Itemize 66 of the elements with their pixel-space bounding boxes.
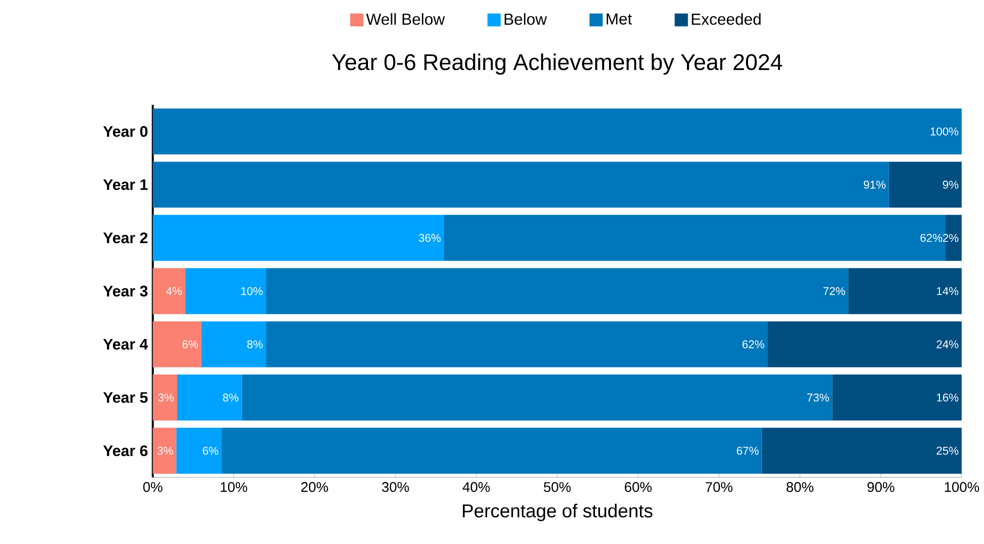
bar bbox=[848, 268, 962, 314]
legend-label: Exceeded bbox=[692, 13, 761, 25]
data-label: 10% bbox=[241, 286, 263, 295]
bar bbox=[152, 428, 176, 474]
legend-label: Below bbox=[504, 13, 547, 25]
x-axis-title: Percentage of students bbox=[462, 504, 652, 521]
bar bbox=[152, 268, 186, 314]
data-label: 24% bbox=[936, 340, 958, 348]
x-tick-label: 0% bbox=[143, 482, 162, 492]
data-label: 62% bbox=[920, 234, 942, 242]
bar bbox=[768, 321, 962, 368]
x-tick-label: 30% bbox=[382, 482, 409, 492]
data-label: 67% bbox=[736, 446, 759, 455]
y-tick-label: Year 2 bbox=[103, 232, 148, 244]
y-tick-label: Year 3 bbox=[103, 286, 148, 296]
data-label: 25% bbox=[936, 446, 958, 455]
bar bbox=[242, 374, 832, 420]
bar bbox=[266, 268, 848, 314]
bar bbox=[152, 108, 962, 154]
data-label: 6% bbox=[182, 340, 198, 348]
bar bbox=[176, 428, 222, 474]
x-tick-label: 100% bbox=[944, 482, 980, 492]
bar bbox=[201, 321, 266, 368]
legend-label: Well Below bbox=[366, 13, 445, 25]
bar bbox=[888, 162, 962, 208]
data-label: 4% bbox=[166, 287, 182, 295]
data-label: 3% bbox=[157, 446, 173, 455]
bar bbox=[177, 374, 242, 420]
data-label: 91% bbox=[864, 180, 886, 189]
bar bbox=[762, 428, 962, 474]
bar bbox=[185, 268, 266, 314]
bar bbox=[152, 162, 889, 208]
x-tick-label: 70% bbox=[706, 482, 732, 492]
y-tick-label: Year 5 bbox=[103, 392, 148, 403]
bar bbox=[152, 374, 178, 420]
bar bbox=[152, 321, 202, 368]
x-tick-label: 40% bbox=[462, 482, 490, 492]
y-tick-label: Year 6 bbox=[103, 445, 148, 456]
data-label: 2% bbox=[942, 234, 958, 242]
x-tick-label: 90% bbox=[867, 482, 894, 492]
chart-title: Year 0-6 Reading Achievement by Year 2024 bbox=[332, 53, 782, 75]
data-label: 73% bbox=[807, 393, 829, 402]
data-label: 36% bbox=[418, 234, 441, 242]
x-tick-label: 60% bbox=[624, 482, 652, 492]
x-tick-label: 50% bbox=[544, 482, 571, 492]
bar bbox=[152, 214, 444, 261]
data-label: 62% bbox=[742, 340, 764, 348]
data-label: 8% bbox=[247, 340, 263, 348]
y-tick-label: Year 0 bbox=[103, 126, 148, 137]
data-label: 9% bbox=[942, 180, 958, 189]
bar bbox=[266, 321, 768, 368]
data-label: 6% bbox=[202, 446, 218, 455]
legend-label: Met bbox=[606, 13, 632, 24]
x-tick-label: 80% bbox=[786, 482, 814, 492]
data-label: 8% bbox=[222, 393, 238, 402]
data-label: 14% bbox=[936, 287, 958, 295]
data-label: 100% bbox=[930, 127, 958, 136]
data-label: 72% bbox=[823, 286, 846, 295]
x-tick-label: 10% bbox=[220, 482, 248, 492]
y-tick-label: Year 1 bbox=[103, 179, 148, 190]
data-label: 3% bbox=[158, 393, 174, 402]
bar bbox=[832, 374, 962, 420]
data-label: 16% bbox=[936, 393, 958, 402]
bar bbox=[222, 428, 762, 474]
x-tick-label: 20% bbox=[301, 482, 328, 492]
y-tick-label: Year 4 bbox=[103, 338, 148, 350]
